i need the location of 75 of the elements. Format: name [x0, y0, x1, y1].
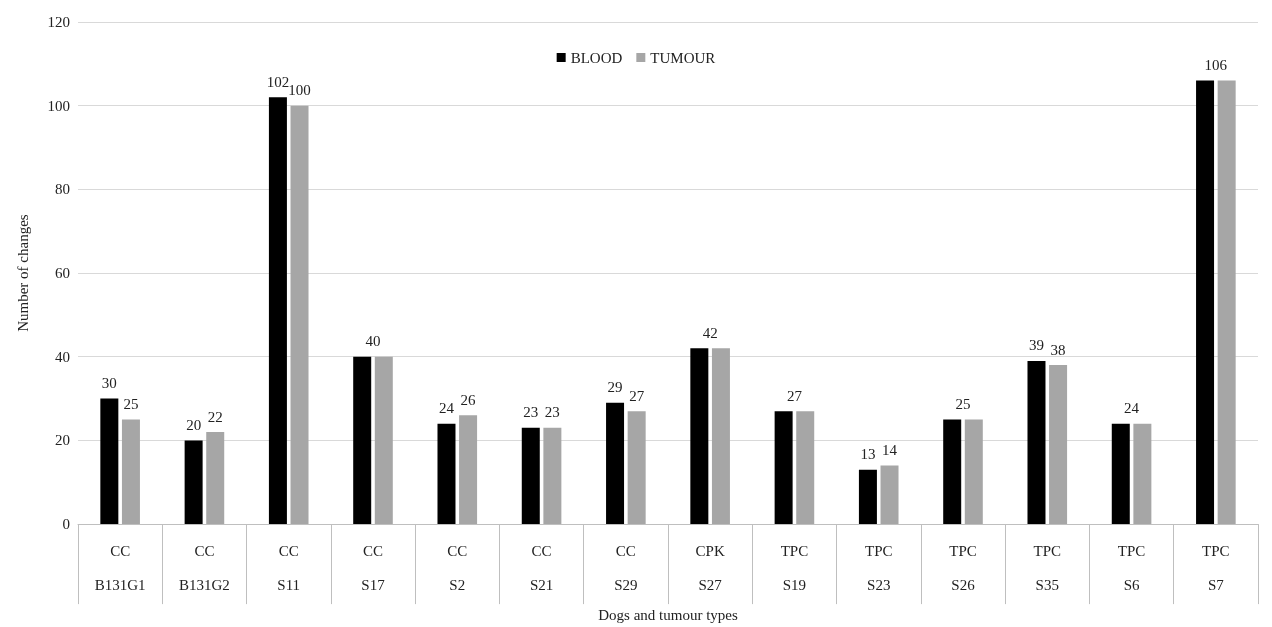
bar: [1111, 423, 1130, 525]
y-tick-label: 0: [62, 516, 70, 533]
data-label: 22: [207, 408, 223, 425]
category-label: CC S11: [277, 543, 301, 594]
x-axis-title: Dogs and tumour types: [598, 606, 738, 623]
category-label: CPK S27: [695, 543, 725, 594]
category-label: TPC S6: [1117, 543, 1146, 594]
category-label: CC B131G2: [179, 543, 230, 594]
data-label: 106: [1204, 57, 1228, 74]
category-label: TPC S7: [1202, 543, 1230, 594]
data-label: 14: [882, 442, 898, 459]
data-label: 39: [1028, 337, 1044, 354]
bar: [774, 411, 793, 525]
data-label: 42: [702, 324, 718, 341]
data-label: 25: [955, 396, 971, 412]
category-label: TPC S23: [864, 543, 893, 594]
y-tick-label: 100: [47, 97, 70, 114]
bar: [521, 427, 540, 525]
bar: [206, 432, 225, 525]
bar: [943, 419, 962, 525]
bar: [606, 402, 625, 525]
bar: [1027, 360, 1046, 525]
bar: [437, 423, 456, 525]
y-tick-label: 60: [55, 265, 70, 282]
category-label: CC S17: [361, 543, 385, 594]
bar: [374, 356, 393, 525]
category-label: TPC S19: [780, 543, 809, 594]
data-label: 100: [288, 82, 311, 99]
bar: [543, 427, 562, 525]
bar: [121, 419, 140, 525]
data-label: 23: [544, 404, 560, 421]
legend-label: BLOOD: [570, 49, 623, 66]
y-tick-label: 20: [55, 432, 70, 449]
category-label: CC S29: [614, 543, 638, 594]
bar: [1196, 80, 1215, 525]
data-label: 13: [860, 446, 876, 463]
y-axis-title: Number of changes: [14, 214, 31, 332]
category-label: CC B131G1: [94, 543, 146, 594]
data-label: 30: [101, 375, 117, 392]
bar: [100, 398, 119, 525]
bar: [796, 411, 815, 525]
category-label: CC S2: [447, 543, 468, 594]
bar: [353, 356, 372, 525]
data-label: 24: [1124, 400, 1140, 417]
bar: [290, 105, 309, 525]
bar: [184, 440, 203, 525]
bar: [690, 348, 709, 525]
data-label: 40: [365, 333, 381, 350]
bar: [858, 469, 877, 525]
bar: [627, 411, 646, 525]
y-tick-label: 80: [55, 181, 70, 198]
legend-label: TUMOUR: [650, 49, 716, 66]
category-label: CC S21: [529, 543, 554, 594]
bar: [459, 415, 478, 525]
bar: [964, 419, 983, 525]
bar: [711, 348, 730, 525]
bar: [1133, 423, 1152, 525]
bar: [1217, 80, 1236, 525]
data-label: 27: [786, 387, 803, 404]
y-tick-label: 40: [55, 348, 70, 365]
bar: [880, 465, 899, 525]
category-label: TPC S26: [949, 543, 977, 594]
data-label: 38: [1050, 341, 1066, 358]
data-label: 20: [186, 416, 202, 433]
data-label: 29: [607, 379, 623, 396]
data-label: 23: [523, 404, 539, 421]
category-label: TPC S35: [1033, 543, 1062, 594]
y-tick-label: 120: [47, 14, 70, 30]
data-label: 26: [460, 391, 477, 408]
data-label: 102: [266, 73, 290, 90]
bar: [1049, 365, 1068, 525]
data-label: 27: [629, 387, 645, 404]
data-label: 24: [438, 400, 455, 417]
bar: [268, 97, 287, 525]
data-label: 25: [123, 396, 139, 412]
